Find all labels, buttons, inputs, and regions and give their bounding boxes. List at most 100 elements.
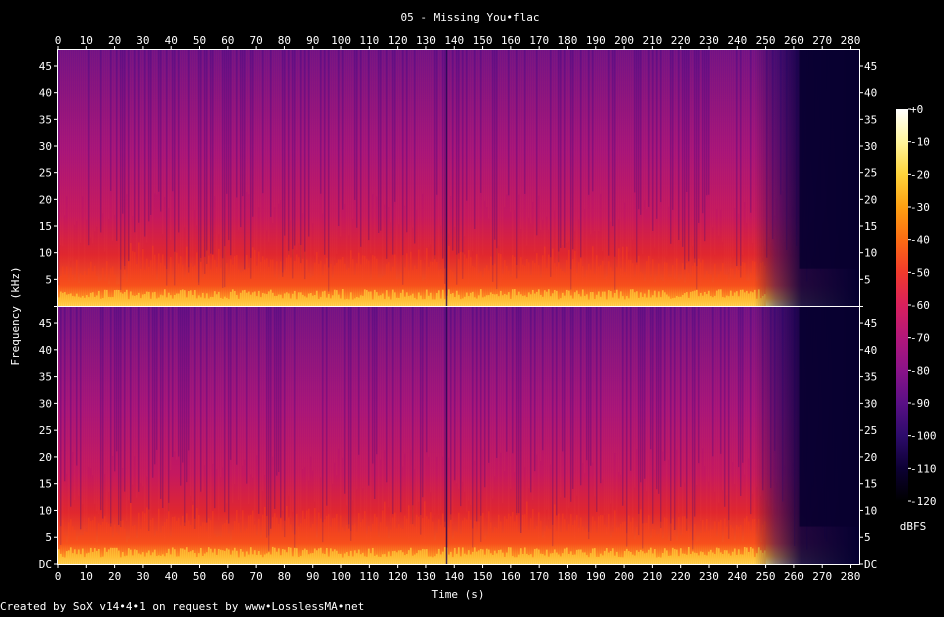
x-tick-bottom-label: 210: [642, 570, 662, 583]
x-tick-bottom-label: 270: [812, 570, 832, 583]
colorbar-tick-label: -110: [910, 462, 937, 475]
chart-title: 05 - Missing You•flac: [400, 11, 539, 24]
x-tick-top-label: 230: [699, 34, 719, 47]
y-tick-right-label: 5: [864, 531, 871, 544]
channel-panel-2: [57, 306, 860, 565]
x-tick-top-label: 50: [193, 34, 206, 47]
x-tick-top-label: 220: [671, 34, 691, 47]
y-axis-label: Frequency (kHz): [9, 266, 22, 365]
colorbar-tick-label: -70: [910, 332, 930, 345]
colorbar-tick-label: -30: [910, 201, 930, 214]
y-tick-left-label: 5: [45, 273, 52, 286]
y-tick-left-label: 35: [39, 113, 52, 126]
y-tick-left-label: 15: [39, 478, 52, 491]
x-tick-bottom-label: 0: [55, 570, 62, 583]
x-axis-label: Time (s): [432, 588, 485, 601]
x-tick-bottom-label: 200: [614, 570, 634, 583]
y-tick-left-label: 40: [39, 87, 52, 100]
colorbar-tick-label: -60: [910, 299, 930, 312]
x-tick-bottom-label: 50: [193, 570, 206, 583]
y-tick-left-label: 20: [39, 451, 52, 464]
x-tick-bottom-label: 220: [671, 570, 691, 583]
y-tick-right-label: DC: [864, 558, 877, 571]
y-tick-right-label: 20: [864, 193, 877, 206]
y-tick-right-label: 15: [864, 220, 877, 233]
y-tick-right-label: 30: [864, 140, 877, 153]
y-tick-right-label: 40: [864, 87, 877, 100]
x-tick-bottom-label: 180: [558, 570, 578, 583]
x-tick-bottom-label: 10: [80, 570, 93, 583]
x-tick-top-label: 80: [278, 34, 291, 47]
colorbar-tick-label: -20: [910, 168, 930, 181]
colorbar-tick-label: +0: [910, 103, 923, 116]
y-tick-left-label: 35: [39, 371, 52, 384]
x-tick-bottom-label: 90: [306, 570, 319, 583]
y-tick-left-label: 25: [39, 424, 52, 437]
y-tick-right-label: 35: [864, 113, 877, 126]
y-tick-right-label: 35: [864, 371, 877, 384]
x-tick-bottom-label: 20: [108, 570, 121, 583]
x-tick-bottom-label: 150: [473, 570, 493, 583]
colorbar-tick-label: -90: [910, 397, 930, 410]
colorbar-tick-label: -120: [910, 495, 937, 508]
y-tick-right-label: 30: [864, 397, 877, 410]
x-tick-bottom-label: 30: [136, 570, 149, 583]
x-tick-bottom-label: 230: [699, 570, 719, 583]
x-tick-top-label: 10: [80, 34, 93, 47]
x-tick-top-label: 190: [586, 34, 606, 47]
x-tick-top-label: 30: [136, 34, 149, 47]
x-tick-top-label: 100: [331, 34, 351, 47]
colorbar-label: dBFS: [900, 520, 927, 533]
x-tick-top-label: 70: [250, 34, 263, 47]
colorbar-tick-label: -50: [910, 266, 930, 279]
x-tick-top-label: 160: [501, 34, 521, 47]
x-tick-bottom-label: 40: [165, 570, 178, 583]
y-tick-left-label: 30: [39, 397, 52, 410]
x-tick-bottom-label: 280: [841, 570, 861, 583]
x-tick-top-label: 180: [558, 34, 578, 47]
x-tick-top-label: 280: [841, 34, 861, 47]
colorbar-tick-label: -100: [910, 430, 937, 443]
x-tick-bottom-label: 240: [727, 570, 747, 583]
x-tick-bottom-label: 130: [416, 570, 436, 583]
x-tick-bottom-label: 260: [784, 570, 804, 583]
y-tick-left-label: 10: [39, 504, 52, 517]
x-tick-bottom-label: 170: [529, 570, 549, 583]
y-tick-right-label: 5: [864, 273, 871, 286]
footer-credit: Created by SoX v14•4•1 on request by www…: [0, 600, 364, 613]
y-tick-right-label: 45: [864, 60, 877, 73]
x-tick-top-label: 130: [416, 34, 436, 47]
x-tick-bottom-label: 60: [221, 570, 234, 583]
y-tick-right-label: 10: [864, 504, 877, 517]
x-tick-top-label: 140: [444, 34, 464, 47]
y-tick-right-label: 20: [864, 451, 877, 464]
y-tick-left-label: DC: [39, 558, 52, 571]
y-tick-left-label: 45: [39, 60, 52, 73]
x-tick-bottom-label: 140: [444, 570, 464, 583]
y-tick-left-label: 10: [39, 247, 52, 260]
x-tick-bottom-label: 190: [586, 570, 606, 583]
colorbar-tick-label: -40: [910, 234, 930, 247]
channel-panel-1: [57, 49, 860, 307]
colorbar: [896, 109, 908, 501]
colorbar-tick-label: -80: [910, 364, 930, 377]
x-tick-top-label: 250: [756, 34, 776, 47]
x-tick-top-label: 260: [784, 34, 804, 47]
x-tick-bottom-label: 110: [359, 570, 379, 583]
x-tick-top-label: 170: [529, 34, 549, 47]
y-tick-left-label: 40: [39, 344, 52, 357]
x-tick-bottom-label: 120: [388, 570, 408, 583]
x-tick-top-label: 110: [359, 34, 379, 47]
x-tick-bottom-label: 70: [250, 570, 263, 583]
y-tick-right-label: 15: [864, 478, 877, 491]
x-tick-top-label: 90: [306, 34, 319, 47]
colorbar-tick-label: -10: [910, 136, 930, 149]
x-tick-bottom-label: 250: [756, 570, 776, 583]
y-tick-left-label: 30: [39, 140, 52, 153]
y-tick-left-label: 15: [39, 220, 52, 233]
x-tick-top-label: 270: [812, 34, 832, 47]
y-tick-left-label: 45: [39, 317, 52, 330]
x-tick-top-label: 200: [614, 34, 634, 47]
y-tick-right-label: 25: [864, 167, 877, 180]
y-tick-left-label: 20: [39, 193, 52, 206]
